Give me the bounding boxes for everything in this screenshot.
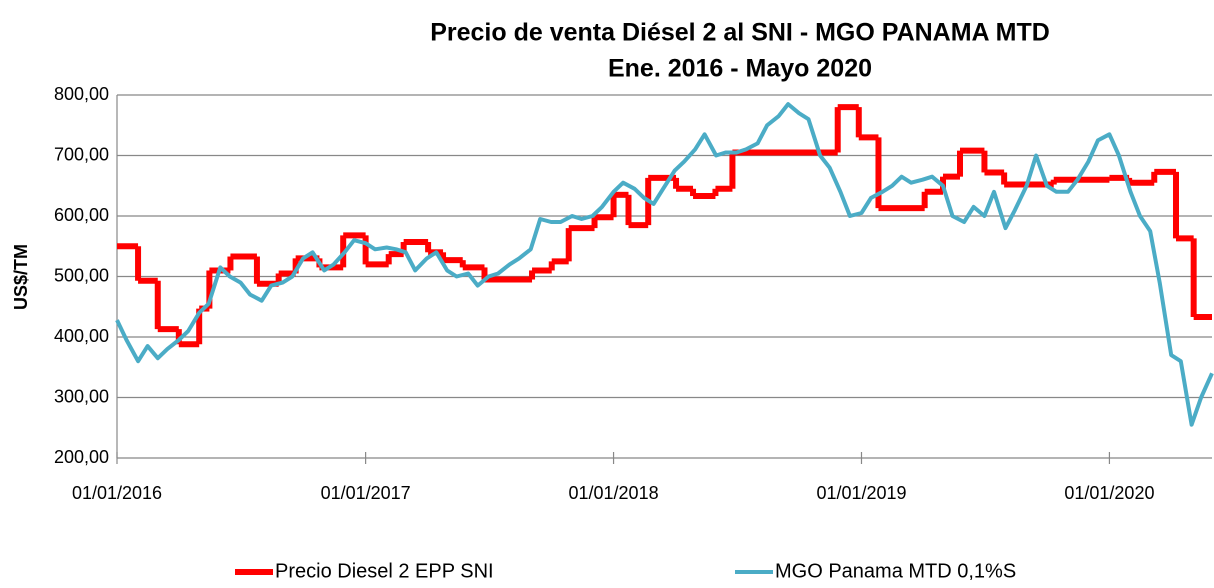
series-line <box>115 102 1214 427</box>
chart-title: Precio de venta Diésel 2 al SNI - MGO PA… <box>430 19 1050 47</box>
y-tick-label: 700,00 <box>54 144 109 164</box>
y-tick-label: 400,00 <box>54 326 109 346</box>
legend-label: Precio Diesel 2 EPP SNI <box>275 560 494 582</box>
y-tick-label: 500,00 <box>54 265 109 285</box>
x-tick-label: 01/01/2017 <box>321 483 411 503</box>
y-tick-label: 200,00 <box>54 447 109 467</box>
chart-subtitle: Ene. 2016 - Mayo 2020 <box>608 55 872 83</box>
x-tick-label: 01/01/2018 <box>569 483 659 503</box>
x-tick-label: 01/01/2016 <box>72 483 162 503</box>
y-tick-label: 800,00 <box>54 84 109 104</box>
y-tick-label: 300,00 <box>54 386 109 406</box>
y-tick-label: 600,00 <box>54 205 109 225</box>
x-tick-label: 01/01/2019 <box>816 483 906 503</box>
x-tick-label: 01/01/2020 <box>1064 483 1154 503</box>
y-axis-label: US$/TM <box>11 244 31 310</box>
legend-label: MGO Panama MTD 0,1%S <box>775 560 1016 582</box>
